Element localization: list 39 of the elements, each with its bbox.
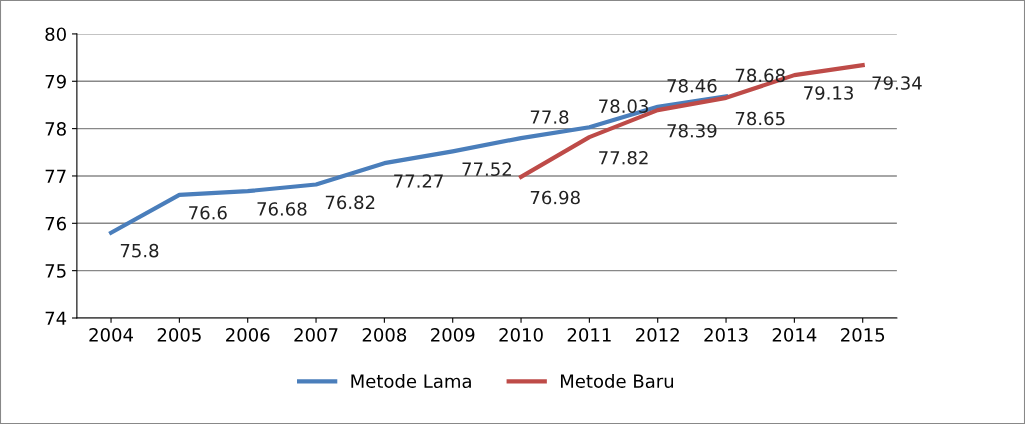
y-tick-label: 78	[45, 122, 66, 136]
data-label: 79.34	[872, 76, 922, 90]
x-tick-label: 2015	[841, 328, 885, 342]
x-tick-label: 2012	[636, 328, 679, 342]
x-tick-label: 2006	[226, 328, 270, 342]
y-tick-label: 76	[45, 216, 67, 231]
data-label: 78.68	[735, 68, 785, 83]
x-tick-label: 2007	[294, 328, 338, 342]
data-label: 77.82	[599, 150, 648, 165]
data-label: 76.68	[257, 202, 307, 216]
x-tick-label: 2009	[431, 328, 475, 342]
x-tick-label: 2004	[89, 328, 133, 342]
legend-label: Metode Baru	[560, 374, 674, 388]
y-tick-label: 75	[45, 264, 66, 278]
line-series	[108, 94, 729, 235]
data-label: 76.6	[189, 205, 227, 220]
y-tick-label: 79	[45, 74, 66, 89]
x-tick-label: 2011	[567, 328, 611, 342]
data-label: 78.46	[667, 78, 717, 93]
data-label: 77.27	[394, 174, 443, 188]
legend-label: Metode Lama	[351, 374, 471, 388]
data-label: 76.82	[325, 195, 375, 210]
y-tick-label: 80	[45, 27, 66, 42]
data-label: 78.65	[735, 111, 785, 126]
x-tick-label: 2005	[157, 328, 201, 342]
data-label: 79.13	[804, 86, 853, 100]
x-tick-label: 2008	[362, 328, 407, 342]
data-label: 77.8	[530, 110, 569, 124]
y-tick-label: 77	[45, 169, 66, 183]
data-label: 78.39	[667, 123, 717, 138]
x-tick-label: 2014	[772, 328, 817, 342]
data-label: 75.8	[120, 243, 159, 258]
data-label: 77.52	[462, 162, 511, 177]
y-tick-label: 74	[45, 311, 67, 325]
data-label: 76.98	[530, 190, 580, 205]
x-tick-label: 2013	[704, 328, 748, 342]
x-tick-label: 2010	[499, 328, 543, 342]
line-series	[518, 63, 865, 179]
data-label: 78.03	[599, 99, 648, 113]
